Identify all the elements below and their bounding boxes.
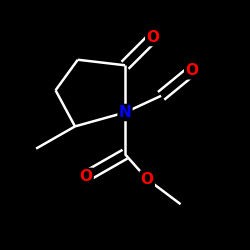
Text: N: N: [119, 105, 132, 120]
Text: O: O: [80, 169, 92, 184]
Text: O: O: [146, 30, 159, 45]
Text: O: O: [141, 172, 154, 187]
Text: O: O: [185, 63, 198, 78]
